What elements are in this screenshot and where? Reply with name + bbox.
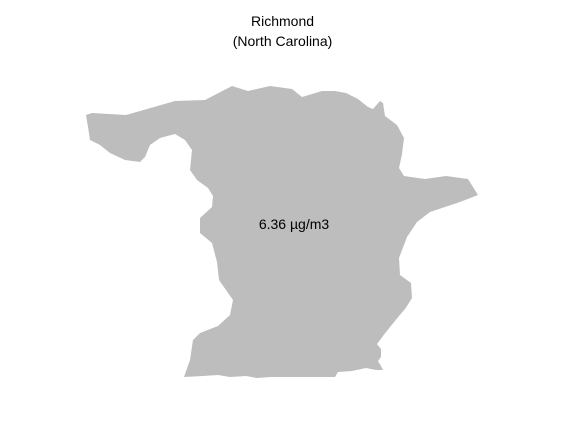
map-title-block: Richmond (North Carolina)	[0, 11, 565, 51]
county-region-richmond	[86, 86, 478, 378]
map-subtitle: (North Carolina)	[232, 33, 333, 49]
map-title: Richmond	[250, 13, 315, 29]
region-value-label: 6.36 µg/m3	[259, 216, 330, 232]
